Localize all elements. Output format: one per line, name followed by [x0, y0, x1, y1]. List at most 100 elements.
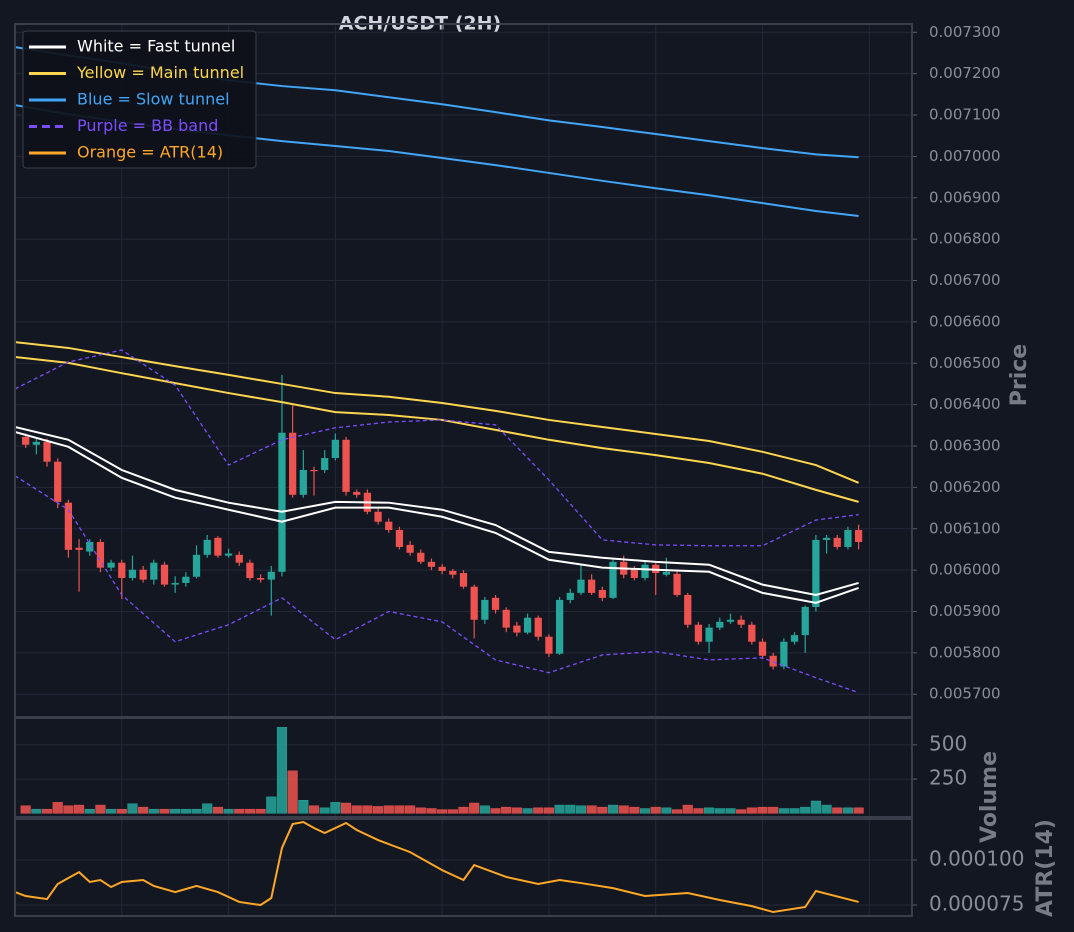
candle-body [673, 573, 681, 595]
y-tick-label: 0.005800 [929, 643, 1001, 661]
legend-label: White = Fast tunnel [77, 37, 235, 56]
volume-bar [597, 806, 608, 814]
volume-bar [202, 803, 213, 814]
candle-body [545, 636, 553, 654]
panel-frame [14, 717, 913, 818]
legend-label: Yellow = Main tunnel [76, 63, 244, 82]
volume-bar [469, 802, 480, 814]
candle-body [214, 537, 222, 556]
volume-bar [714, 808, 725, 814]
plot-area [15, 718, 912, 817]
volume-bar [170, 808, 181, 814]
candle-body [107, 562, 115, 568]
legend-label: Purple = BB band [77, 116, 218, 135]
candle-body [502, 609, 510, 628]
volume-bar [853, 807, 864, 814]
y-axis-label: ATR(14) [1033, 819, 1058, 917]
volume-bar [20, 805, 31, 814]
volume-bar [426, 808, 437, 814]
volume-bar [405, 805, 416, 814]
candle-body [801, 606, 809, 636]
candle-body [780, 641, 788, 667]
y-tick-label: 250 [929, 766, 967, 790]
y-tick-label: 0.005700 [929, 685, 1001, 703]
volume-bar [84, 808, 95, 814]
candle-body [790, 635, 799, 642]
volume-bar [223, 808, 234, 814]
volume-bar [522, 808, 533, 814]
candle-body [513, 625, 521, 633]
candle-body [224, 553, 233, 556]
volume-bar [351, 805, 362, 814]
y-axis-label: Price [1007, 344, 1032, 406]
candle-body [588, 579, 596, 593]
series-line [15, 349, 859, 547]
volume-bar [276, 727, 288, 814]
volume-bar [554, 804, 565, 814]
candle-body [566, 592, 574, 600]
volume-bar [437, 809, 448, 814]
candle-body [150, 562, 158, 580]
candle-body [822, 537, 831, 540]
volume-bar [629, 806, 640, 814]
y-tick-label: 0.000075 [929, 892, 1024, 916]
candle-body [748, 624, 756, 642]
plot-area [15, 819, 912, 916]
candle-body [96, 541, 105, 568]
volume-bar [661, 807, 672, 814]
volume-bar [340, 802, 352, 814]
y-tick-label: 0.006900 [929, 188, 1001, 206]
candle-body [705, 627, 713, 642]
candle-body [395, 529, 404, 547]
y-tick-label: 0.000100 [929, 847, 1024, 871]
candle-body [203, 539, 211, 555]
candle-body [716, 621, 724, 628]
volume-bar [800, 806, 811, 814]
candle-body [641, 564, 649, 578]
series-line [15, 475, 859, 694]
volume-bar [586, 805, 597, 814]
candle-body [310, 470, 318, 472]
volume-bar [116, 808, 127, 814]
volume-bar [362, 805, 373, 814]
panel-frame [14, 818, 913, 917]
volume-bar [287, 770, 298, 814]
candle-body [459, 573, 468, 587]
volume-bar [810, 800, 821, 814]
candle-body [385, 521, 393, 530]
series-line [15, 821, 859, 914]
candle-body [427, 561, 436, 567]
volume-bar [511, 807, 522, 814]
y-tick-label: 0.006100 [929, 519, 1001, 537]
candle-body [555, 599, 564, 654]
volume-bar [159, 808, 170, 814]
candle-body [278, 432, 286, 572]
volume-bar [447, 809, 458, 814]
candle-body [22, 436, 30, 445]
candle-body [758, 641, 767, 656]
y-tick-label: 0.006700 [929, 271, 1001, 289]
y-tick-label: 0.006300 [929, 437, 1001, 455]
candle-body [577, 579, 585, 593]
candle-body [182, 576, 190, 583]
y-tick-label: 0.005900 [929, 602, 1001, 620]
candle-body [438, 566, 446, 571]
plot-area [15, 24, 912, 717]
candle-body [609, 561, 617, 598]
candle-body [64, 502, 73, 550]
volume-bar [106, 808, 117, 814]
volume-bar [319, 807, 330, 814]
volume-bar [575, 805, 587, 814]
candle-body [491, 597, 500, 610]
candle-body [299, 470, 307, 495]
candle-body [289, 432, 297, 495]
volume-bar [682, 804, 693, 814]
candle-body [684, 594, 692, 625]
candle-body [75, 547, 83, 550]
y-tick-label: 0.006200 [929, 478, 1001, 496]
volume-bar [543, 807, 554, 814]
volume-bar [501, 806, 512, 814]
candle-body [171, 582, 179, 585]
y-tick-label: 500 [929, 731, 967, 755]
candle-body [449, 570, 457, 575]
